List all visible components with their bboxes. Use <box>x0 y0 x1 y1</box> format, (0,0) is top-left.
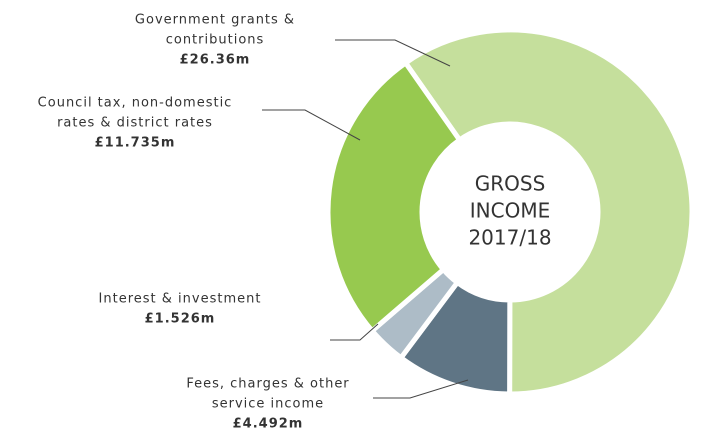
value-label: £26.36m <box>180 53 251 68</box>
slice-label: contributions <box>166 33 265 48</box>
leader-line <box>330 323 379 341</box>
center-label: GROSS <box>475 172 546 196</box>
slice-label: service income <box>212 397 324 412</box>
center-label: 2017/18 <box>468 226 551 250</box>
leader-line <box>262 109 361 141</box>
value-label: £1.526m <box>145 312 216 327</box>
value-label: £4.492m <box>233 417 304 430</box>
leader-line <box>335 39 451 67</box>
center-label: INCOME <box>470 199 550 223</box>
slice-label: Council tax, non-domestic <box>38 96 233 111</box>
slice <box>402 27 695 397</box>
leader-line <box>373 379 469 399</box>
slice-label: Fees, charges & other <box>186 377 349 392</box>
slice-label: Interest & investment <box>99 292 262 307</box>
value-label: £11.735m <box>95 136 176 151</box>
slice-label: rates & district rates <box>57 116 213 131</box>
slice <box>325 59 464 335</box>
slice-label: Government grants & <box>135 13 295 28</box>
